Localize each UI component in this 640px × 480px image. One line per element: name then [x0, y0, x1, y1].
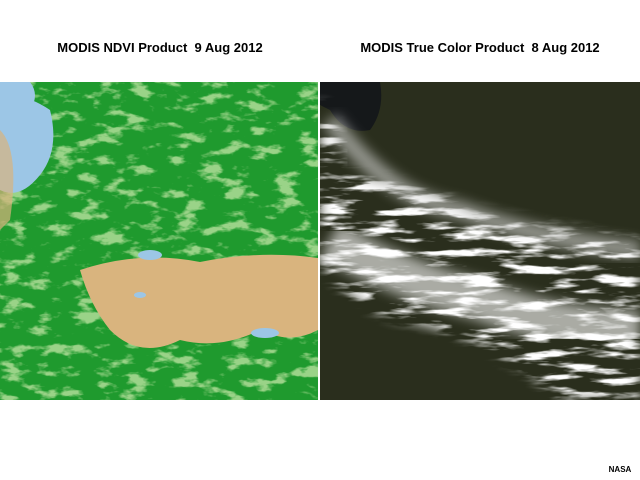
right-title: MODIS True Color Product 8 Aug 2012	[360, 40, 599, 55]
true-color-image	[320, 82, 640, 400]
credit: NASA	[609, 465, 632, 474]
ndvi-image	[0, 82, 318, 400]
left-title: MODIS NDVI Product 9 Aug 2012	[57, 40, 262, 55]
